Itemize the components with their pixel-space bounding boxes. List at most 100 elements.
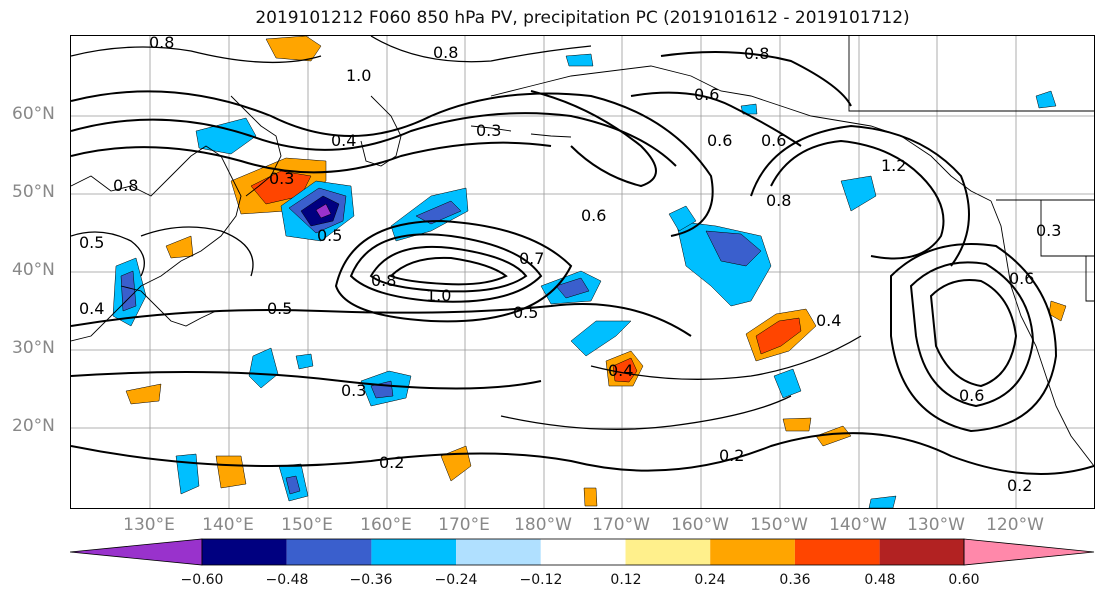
lon-label-140e: 140°E: [202, 515, 254, 535]
contour-label: 0.2: [1007, 476, 1032, 495]
contour-label: 0.3: [269, 169, 294, 188]
coastlines: [71, 36, 1094, 467]
lon-label-120w: 120°W: [986, 515, 1044, 535]
precip-patch: [840, 175, 877, 212]
contour-label: 0.8: [744, 44, 769, 63]
lon-label-130e: 130°E: [123, 515, 175, 535]
contour-label: 0.3: [476, 121, 501, 140]
lon-label-130w: 130°W: [907, 515, 965, 535]
contour-label: 0.6: [707, 131, 732, 150]
precip-patch: [125, 383, 162, 405]
precip-patch: [583, 487, 598, 507]
lat-label-60n: 60°N: [12, 104, 55, 124]
colorbar-segment: [879, 539, 965, 565]
precip-patch: [782, 417, 812, 432]
lon-label-160e: 160°E: [360, 515, 412, 535]
colorbar-segment: [286, 539, 372, 565]
pv-contour: [370, 36, 592, 63]
colorbar-segment: [371, 539, 457, 565]
pv-contour: [71, 112, 677, 167]
contour-labels: 0.8 0.8 0.8 1.0 0.8 0.6 0.3 0.4 0.3 0.5 …: [79, 36, 1061, 495]
pv-contour: [71, 90, 714, 237]
precip-patch: [295, 353, 314, 370]
precip-patch: [1048, 300, 1067, 322]
contour-label: 0.3: [1036, 221, 1061, 240]
border-states: [1040, 200, 1094, 302]
contour-label: 0.3: [341, 381, 366, 400]
contour-label: 1.0: [346, 66, 371, 85]
precip-patch: [215, 455, 247, 489]
contour-label: 0.4: [331, 131, 356, 150]
colorbar: [70, 538, 1095, 566]
contour-label: 0.6: [1009, 269, 1034, 288]
colorbar-segment: [625, 539, 711, 565]
precip-patch: [175, 453, 200, 495]
contour-label: 0.2: [379, 453, 404, 472]
precip-patch: [755, 317, 802, 355]
lon-label-150e: 150°E: [281, 515, 333, 535]
colorbar-tick-label: 0.48: [864, 572, 896, 588]
coastline-alaska: [490, 65, 992, 202]
precip-patch: [195, 117, 257, 155]
precip-patch: [285, 475, 301, 495]
lat-label-40n: 40°N: [12, 260, 55, 280]
colorbar-tick-label: −0.48: [265, 572, 309, 588]
contour-label: 1.0: [426, 286, 451, 305]
colorbar-tick-label: −0.60: [180, 572, 224, 588]
pv-contour: [71, 141, 552, 174]
pv-contour: [389, 256, 508, 286]
colorbar-segment: [202, 539, 287, 565]
pv-contour: [590, 335, 862, 380]
contour-label: 0.2: [719, 446, 744, 465]
precip-patch: [565, 53, 594, 67]
pv-contour: [334, 219, 573, 323]
contour-label: 0.4: [816, 311, 841, 330]
colorbar-tick-label: 0.12: [610, 572, 642, 588]
contour-label: 0.8: [433, 43, 458, 62]
contour-label: 0.5: [267, 299, 292, 318]
pv-contour: [71, 303, 692, 337]
precip-patch: [440, 445, 472, 482]
lat-label-50n: 50°N: [12, 182, 55, 202]
contour-label: 0.6: [581, 206, 606, 225]
contour-label: 0.6: [761, 131, 786, 150]
contour-label: 0.4: [79, 299, 104, 318]
colorbar-segment: [710, 539, 795, 565]
colorbar-segment: [456, 539, 541, 565]
contour-label: 0.6: [694, 85, 719, 104]
lon-label-140w: 140°W: [829, 515, 887, 535]
lon-label-160w: 160°W: [671, 515, 729, 535]
pv-contour: [929, 279, 1018, 388]
precip-patch: [555, 277, 590, 299]
colorbar-tick-label: 0.24: [694, 572, 726, 588]
pv-contour: [71, 46, 322, 64]
lon-label-170w: 170°W: [592, 515, 650, 535]
contour-label: 0.5: [513, 303, 538, 322]
map-svg: 0.8 0.8 0.8 1.0 0.8 0.6 0.3 0.4 0.3 0.5 …: [71, 36, 1094, 508]
pv-contour: [71, 432, 1094, 475]
coastline-asia: [71, 145, 242, 342]
precip-patch: [612, 357, 638, 383]
lon-label-170e: 170°E: [438, 515, 490, 535]
precip-patch: [165, 235, 194, 259]
pv-contour: [349, 233, 543, 303]
precip-patch: [570, 320, 632, 357]
pv-contour: [909, 261, 1035, 408]
pv-contour: [660, 51, 852, 107]
map-title: 2019101212 F060 850 hPa PV, precipitatio…: [255, 8, 910, 28]
contour-label: 0.5: [79, 233, 104, 252]
lat-label-20n: 20°N: [12, 416, 55, 436]
border-canada: [848, 36, 1094, 112]
precip-patch: [1035, 90, 1057, 109]
colorbar-tick-label: −0.12: [519, 572, 563, 588]
coastline-kamchatka: [360, 95, 402, 167]
colorbar-segment: [70, 538, 203, 566]
pv-contour: [500, 395, 792, 430]
coastline-japan: [120, 285, 217, 327]
pv-contour: [369, 245, 528, 293]
precip-patch: [120, 270, 137, 312]
pv-contour: [530, 90, 657, 188]
colorbar-tick-label: 0.60: [948, 572, 980, 588]
precip-patch: [668, 205, 697, 232]
colorbar-tick-label: −0.24: [434, 572, 478, 588]
